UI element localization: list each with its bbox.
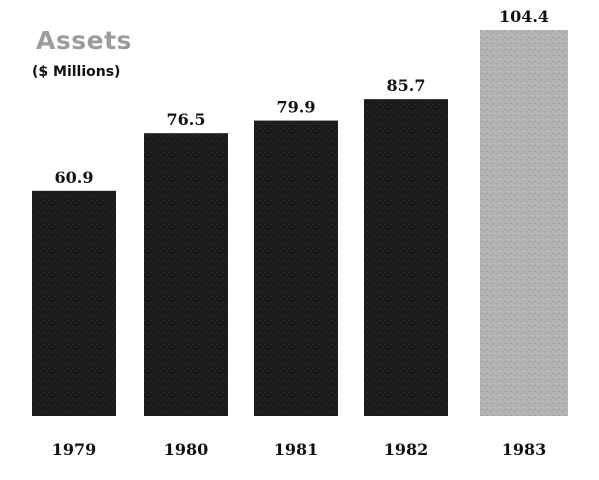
- category-label-1980: 1980: [164, 440, 209, 459]
- value-label-1983: 104.4: [499, 7, 549, 26]
- value-label-1981: 79.9: [277, 98, 316, 117]
- value-label-1979: 60.9: [55, 168, 94, 187]
- value-label-1982: 85.7: [387, 76, 426, 95]
- chart-title: Assets: [36, 26, 132, 55]
- value-label-1980: 76.5: [167, 110, 206, 129]
- category-label-1981: 1981: [274, 440, 319, 459]
- bar-1983: [480, 30, 568, 416]
- chart-subtitle: ($ Millions): [32, 64, 121, 80]
- bar-1981: [254, 120, 338, 416]
- bar-1982: [364, 99, 448, 417]
- category-label-1983: 1983: [502, 440, 547, 459]
- bar-1980: [144, 133, 228, 417]
- bar-1979: [32, 190, 116, 416]
- category-label-1979: 1979: [52, 440, 97, 459]
- category-label-1982: 1982: [384, 440, 429, 459]
